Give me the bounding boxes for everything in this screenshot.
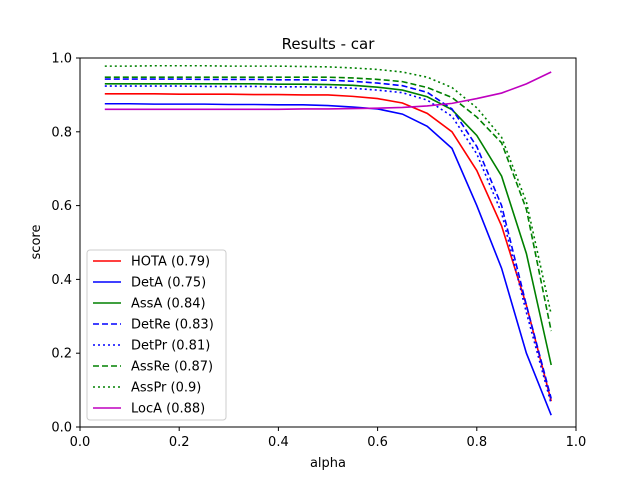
series-line-0 [104,92,552,402]
legend-label: HOTA (0.79) [131,255,210,270]
series-line-2 [104,83,552,366]
y-axis-label: score [29,225,44,260]
x-tick-label: 0.4 [268,435,289,450]
chart-title: Results - car [282,35,376,53]
legend-label: LocA (0.88) [131,402,205,417]
axis-ticks: 0.0 0.2 0.4 0.6 0.8 1.0 0.0 0.2 0.4 0.6 0.8 1.0 [51,52,586,451]
legend-label: AssPr (0.9) [131,381,201,396]
legend-label: AssA (0.84) [131,297,206,312]
y-tick-label: 0.8 [51,125,72,140]
x-tick-label: 0.6 [367,435,388,450]
legend: HOTA (0.79) DetA (0.75) AssA (0.84) DetRe (… [86,249,227,421]
x-tick-label: 0.0 [70,435,91,450]
legend-label: DetRe (0.83) [131,318,214,333]
x-tick-label: 0.8 [466,435,487,450]
y-tick-label: 0.4 [51,273,72,288]
series-line-1 [104,102,552,416]
series-line-7 [104,71,552,111]
axes-frame [79,57,577,428]
series-line-3 [104,78,552,399]
series-line-5 [104,76,552,332]
y-tick-label: 0.6 [51,199,72,214]
y-tick-label: 1.0 [51,52,72,67]
legend-label: AssRe (0.87) [131,360,213,375]
plot-area [104,64,552,416]
x-tick-label: 1.0 [566,435,587,450]
y-tick-label: 0.2 [51,347,72,362]
legend-label: DetPr (0.81) [131,339,210,354]
x-axis-label: alpha [310,456,346,471]
x-tick-label: 0.2 [169,435,190,450]
y-tick-label: 0.0 [51,421,72,436]
legend-label: DetA (0.75) [131,276,206,291]
legend-box [86,249,227,421]
